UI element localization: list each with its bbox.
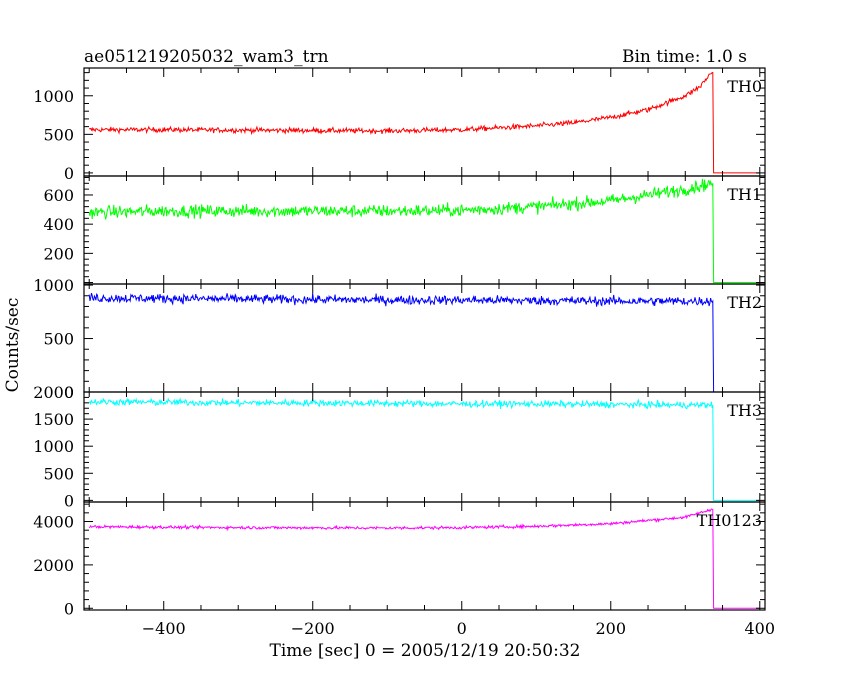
series-line-th1 — [88, 178, 760, 283]
y-tick-label: 500 — [43, 464, 74, 483]
y-tick-label: 1000 — [33, 87, 74, 106]
y-tick-label: 1000 — [33, 437, 74, 456]
bin-time-label: Bin time: 1.0 s — [622, 47, 747, 67]
panel-th2: 0 500 1000 TH2 — [33, 276, 766, 402]
channel-label: TH1 — [727, 185, 762, 204]
panels: 0 500 1000 TH0 200 400 600 TH1 0 500 1000 TH2 0 500 10… — [33, 67, 776, 638]
y-tick-label: 0 — [64, 599, 74, 618]
y-tick-label: 2000 — [33, 556, 74, 575]
channel-label: TH3 — [727, 401, 762, 420]
y-tick-label: 1500 — [33, 410, 74, 429]
series-line-th0 — [89, 71, 760, 174]
panel-th0123: 0 2000 4000 TH0123 — [33, 501, 766, 618]
y-tick-label: 0 — [64, 491, 74, 510]
x-tick-label: 400 — [745, 619, 776, 638]
panel-th1: 200 400 600 TH1 — [43, 175, 766, 285]
panel-frame — [83, 501, 766, 611]
y-tick-label: 400 — [43, 215, 74, 234]
x-tick-label: 0 — [457, 619, 467, 638]
panel-th3: 0 500 1000 1500 2000 TH3 — [33, 383, 766, 510]
series-line-th2 — [88, 292, 760, 392]
x-tick-label: 200 — [595, 619, 626, 638]
y-tick-label: 500 — [43, 125, 74, 144]
channel-label: TH0123 — [697, 511, 762, 530]
panel-th0: 0 500 1000 TH0 — [33, 67, 766, 183]
y-tick-label: 500 — [43, 330, 74, 349]
y-tick-label: 0 — [64, 164, 74, 183]
channel-label: TH0 — [727, 77, 762, 96]
panel-frame — [83, 175, 766, 285]
x-tick-label: −400 — [142, 619, 186, 638]
x-axis-label: Time [sec] 0 = 2005/12/19 20:50:32 — [270, 641, 581, 661]
panel-frame — [83, 391, 766, 503]
y-tick-label: 1000 — [33, 276, 74, 295]
y-tick-label: 0 — [64, 383, 74, 402]
y-tick-label: 2000 — [33, 383, 74, 402]
chart-title: ae051219205032_wam3_trn — [84, 47, 329, 67]
y-axis-label: Counts/sec — [3, 298, 23, 393]
series-line-th0123 — [88, 508, 760, 609]
panel-frame — [83, 67, 766, 177]
y-tick-label: 200 — [43, 244, 74, 263]
channel-label: TH2 — [727, 293, 762, 312]
series-line-th3 — [88, 397, 760, 501]
y-tick-label: 600 — [43, 186, 74, 205]
y-tick-label: 4000 — [33, 513, 74, 532]
x-tick-label: −200 — [291, 619, 335, 638]
